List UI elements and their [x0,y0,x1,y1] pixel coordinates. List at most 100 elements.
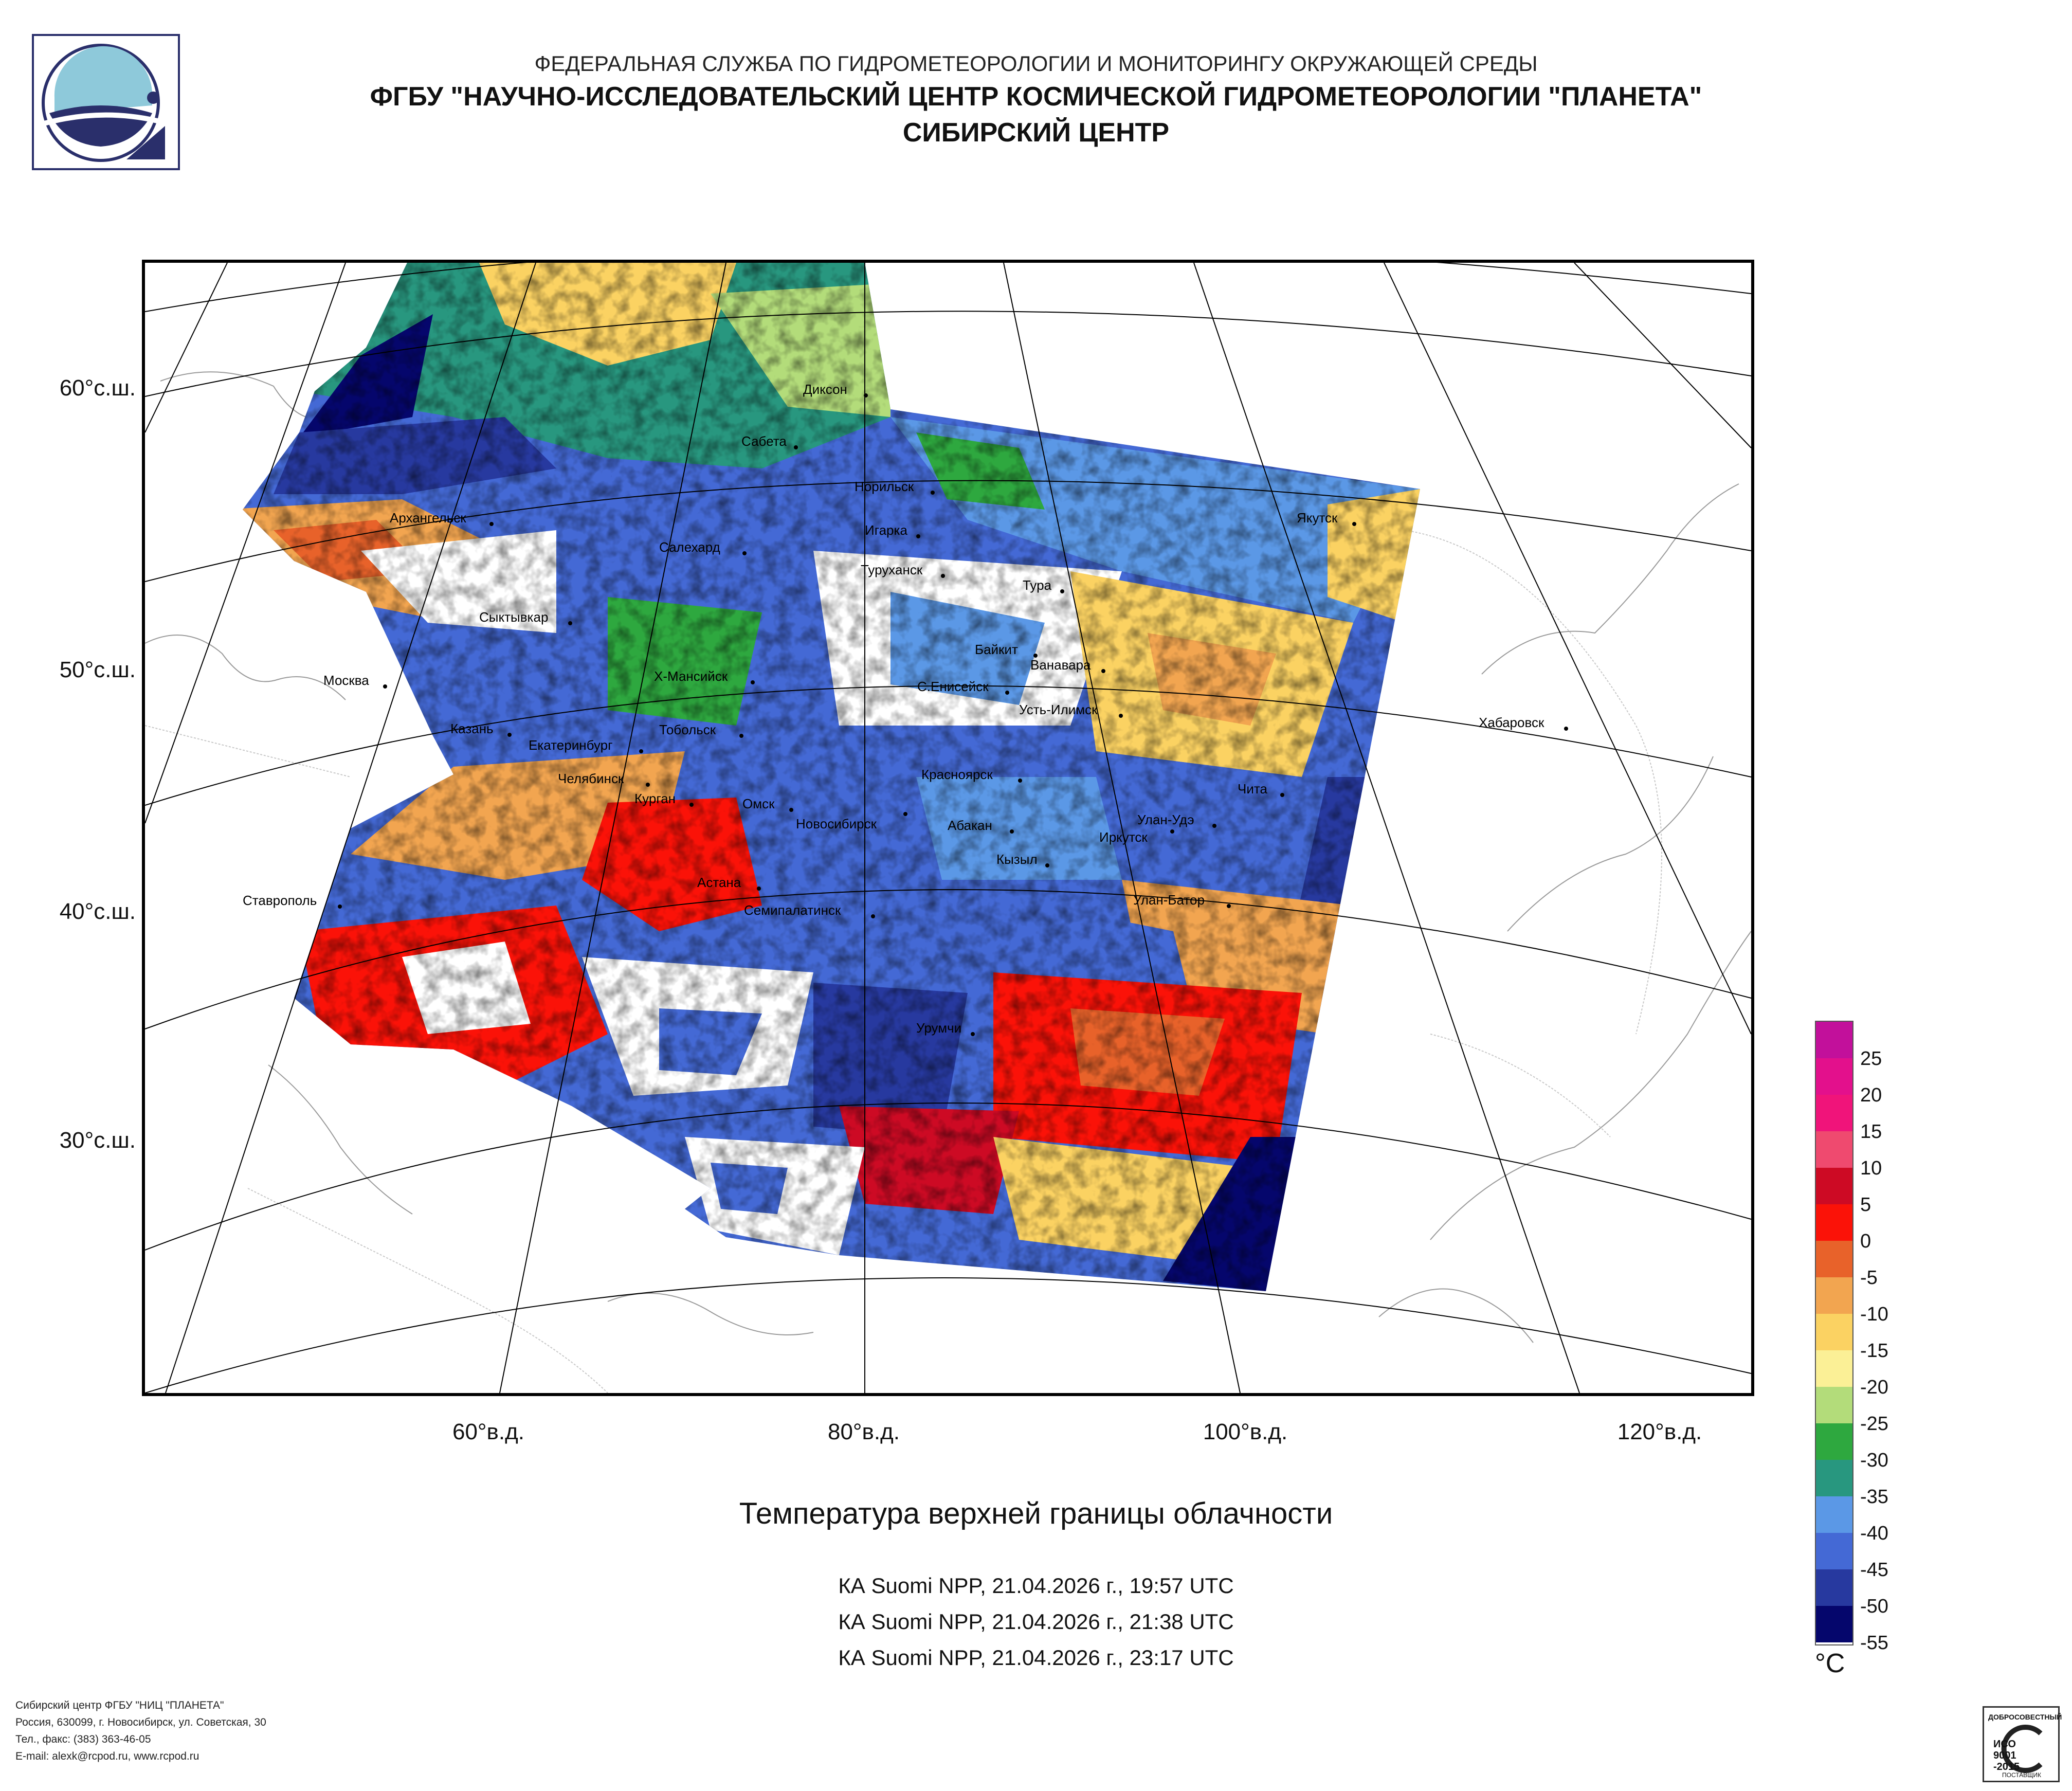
city-label: Якутск [1297,510,1338,526]
legend-swatch [1816,1277,1852,1314]
city-label: Усть-Илимск [1019,702,1098,717]
city-dot [739,734,743,738]
legend-swatch [1816,1058,1852,1095]
city-label: Норильск [855,479,914,494]
city-dot [1352,522,1356,526]
legend-swatch [1816,1241,1852,1277]
city-dot [489,522,494,526]
city-label: Челябинск [558,771,624,786]
city-dot [1170,829,1174,834]
city-label: Красноярск [921,767,993,782]
cert-bottom-text: ПОСТАВЩИК [2002,1771,2042,1779]
legend-label: 15 [1860,1121,1882,1143]
city-dot [789,808,793,812]
city-dot [751,680,755,684]
city-dot [507,733,512,737]
city-dot [639,749,643,753]
temperature-legend [1815,1021,1853,1645]
cert-top-text: ДОБРОСОВЕСТНЫЙ [1988,1713,2062,1721]
city-label: Улан-Батор [1133,892,1205,908]
city-label: Архангельск [390,510,466,526]
city-dot [1227,904,1231,908]
city-label: Новосибирск [796,816,877,831]
city-label: Сабета [741,433,787,449]
legend-label: -20 [1860,1377,1888,1398]
cloud-top-temperature-map: Диксон Сабета Норильск Архангельск Игарк… [142,260,1754,1396]
city-dot [1280,793,1284,797]
city-label: Ставрополь [243,893,317,908]
city-label: Улан-Удэ [1137,812,1194,827]
city-dot [931,491,935,495]
legend-label: -30 [1860,1450,1888,1471]
lon-label-60: 60°в.д. [452,1419,525,1444]
city-label: Иркутск [1099,829,1148,845]
legend-label: -45 [1860,1559,1888,1581]
footer-line: Тел., факс: (383) 363-46-05 [15,1733,151,1745]
city-dot [941,574,945,578]
legend-swatch [1816,1387,1852,1423]
city-dot [1101,669,1105,673]
city-label: Екатеринбург [529,737,613,753]
city-dot [916,534,920,538]
graticule [145,263,1751,1393]
satellite-pass: КА Suomi NPP, 21.04.2026 г., 23:17 UTC [838,1645,1234,1670]
lon-label-100: 100°в.д. [1203,1419,1288,1444]
borders [145,530,1662,1393]
city-label: Курган [634,791,676,806]
city-label: Салехард [659,539,720,555]
legend-swatch [1816,1168,1852,1204]
city-label: Х-Мансийск [654,668,728,684]
legend-swatch [1816,1460,1852,1496]
institute-title: ФГБУ "НАУЧНО-ИССЛЕДОВАТЕЛЬСКИЙ ЦЕНТР КОС… [370,82,1702,112]
city-dot [1010,829,1014,834]
legend-label: -40 [1860,1523,1888,1544]
city-dot [1212,824,1216,828]
legend-swatch [1816,1423,1852,1460]
city-label: Чита [1238,781,1267,797]
city-dot [871,914,875,918]
footer-line: E-mail: alexk@rcpod.ru, www.rcpod.ru [15,1750,199,1762]
city-dot [338,904,342,909]
city-label: Диксон [803,382,847,397]
legend-swatch [1816,1606,1852,1642]
legend-label: 20 [1860,1084,1882,1106]
legend-label: -10 [1860,1304,1888,1325]
lat-label-50: 50°с.ш. [59,657,136,682]
city-dot [903,812,907,816]
city-label: Кызыл [996,852,1038,867]
lat-label-30: 30°с.ш. [59,1128,136,1153]
iso-certificate-badge: ДОБРОСОВЕСТНЫЙ ИСО 9001 -2015 ПОСТАВЩИК [1983,1706,2062,1782]
legend-swatch [1816,1496,1852,1533]
legend-swatch [1816,1569,1852,1606]
lon-label-120: 120°в.д. [1617,1419,1702,1444]
legend-label: 0 [1860,1231,1871,1252]
city-label: Байкит [975,642,1018,657]
city-dot [1018,779,1022,783]
org-title: ФЕДЕРАЛЬНАЯ СЛУЖБА ПО ГИДРОМЕТЕОРОЛОГИИ … [534,51,1538,76]
lon-label-80: 80°в.д. [827,1419,900,1444]
legend-swatch [1816,1204,1852,1241]
city-label: Урумчи [916,1020,962,1036]
legend-swatch [1816,1533,1852,1569]
footer-line: Россия, 630099, г. Новосибирск, ул. Сове… [15,1716,266,1728]
satellite-pass: КА Suomi NPP, 21.04.2026 г., 21:38 UTC [838,1609,1234,1634]
planeta-logo [32,34,180,170]
city-dot [689,803,694,807]
city-label: Игарка [865,522,907,538]
legend-swatch [1816,1022,1852,1058]
city-label: Ванавара [1030,657,1091,673]
legend-unit: °C [1815,1649,1845,1678]
city-dot [568,621,572,625]
lat-label-60: 60°с.ш. [59,375,136,401]
city-dot [383,684,387,689]
legend-label: -50 [1860,1596,1888,1617]
legend-swatch [1816,1131,1852,1168]
legend-label: 5 [1860,1194,1871,1216]
city-label: Туруханск [861,562,923,577]
product-title: Температура верхней границы облачности [739,1497,1333,1530]
city-dot [1564,727,1568,731]
city-label: Казань [450,721,494,736]
city-label: Тобольск [659,722,716,737]
footer-line: Сибирский центр ФГБУ "НИЦ "ПЛАНЕТА" [15,1699,224,1711]
city-dot [1005,691,1009,695]
